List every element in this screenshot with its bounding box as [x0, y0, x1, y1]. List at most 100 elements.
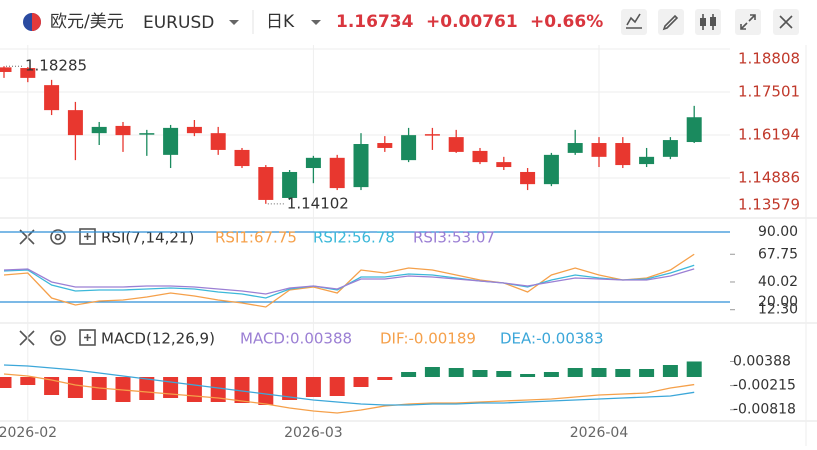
candle-body	[115, 125, 131, 136]
candle-body	[448, 137, 464, 152]
candle-body	[496, 162, 512, 168]
macd-bar	[662, 365, 678, 377]
add-indicator[interactable]	[79, 228, 96, 245]
change: +0.00761	[426, 12, 518, 32]
flag-icon-half	[32, 13, 41, 31]
pair-name[interactable]: 欧元/美元	[50, 12, 124, 32]
rsi-line	[3, 268, 695, 295]
fullscreen-button[interactable]	[735, 9, 761, 35]
macd-bar	[282, 377, 298, 400]
dropdown-arrow[interactable]	[229, 20, 239, 25]
candle-body	[353, 144, 369, 188]
indicator-title: MACD(12,26,9)	[101, 330, 215, 348]
axis-value-label: 12.30	[758, 302, 798, 318]
candle-body	[67, 110, 83, 136]
axis-value-label: 40.02	[758, 274, 798, 290]
draw-button[interactable]	[658, 9, 684, 35]
candle-body	[401, 135, 417, 161]
min-label: 1.14102	[287, 194, 349, 212]
candle-body	[543, 154, 559, 185]
add-indicator[interactable]	[79, 329, 96, 346]
indicator-title: RSI(7,14,21)	[101, 229, 194, 247]
settings-icon	[54, 233, 62, 241]
dropdown-arrow[interactable]	[311, 20, 321, 25]
settings-icon[interactable]	[50, 330, 66, 346]
macd-bar	[543, 372, 559, 377]
macd-bar	[686, 361, 702, 377]
symbol[interactable]: EURUSD	[143, 13, 214, 33]
toolbar	[621, 9, 799, 35]
candle-body	[139, 133, 155, 135]
draw-icon	[662, 14, 679, 31]
period[interactable]: 日K	[266, 12, 295, 32]
candle-body	[305, 157, 321, 169]
candle-body	[472, 150, 488, 163]
macd-bar	[67, 377, 83, 398]
macd-bar	[210, 377, 226, 402]
macd-line	[3, 373, 695, 414]
macd-bar	[258, 377, 274, 405]
legend-entry: RSI1:67.75	[215, 229, 297, 247]
y-tick-label: 20.00	[758, 294, 798, 310]
candle-body	[163, 127, 179, 155]
settings-icon	[54, 334, 62, 342]
macd-bar	[401, 372, 417, 377]
x-tick-label: 2026-02	[0, 425, 57, 441]
macd-bar	[567, 368, 583, 377]
candle-body	[258, 167, 274, 200]
candle-body	[210, 133, 226, 150]
y-tick-label: -0.00818	[733, 402, 796, 418]
change-pct: +0.66%	[530, 12, 603, 32]
x-tick-label: 2026-03	[284, 425, 343, 441]
candle-body	[662, 140, 678, 157]
macd-bar	[615, 369, 631, 377]
chart-type-icon	[710, 17, 716, 26]
candle-body	[615, 143, 631, 166]
macd-bar	[639, 369, 655, 377]
macd-bar	[186, 377, 202, 402]
candle-body	[591, 143, 607, 157]
chart-type-icon	[700, 18, 706, 26]
y-tick-label: 90.00	[758, 224, 798, 240]
macd-bar	[139, 377, 155, 400]
axis-value-label: 67.75	[758, 246, 798, 262]
chart-type-button[interactable]	[695, 9, 721, 35]
candle-body	[377, 143, 393, 148]
y-tick-label: 0.00388	[733, 353, 791, 369]
x-tick-label: 2026-04	[570, 425, 629, 441]
rsi-line	[3, 253, 695, 308]
legend-entry: RSI3:53.07	[413, 229, 495, 247]
y-tick-label: 1.18808	[738, 50, 800, 68]
macd-bar	[329, 377, 345, 396]
candle-body	[639, 156, 655, 165]
macd-bar	[305, 377, 321, 397]
legend-entry: MACD:0.00388	[240, 330, 352, 348]
indicator-icon	[626, 13, 642, 29]
macd-bar	[44, 377, 60, 395]
macd-bar	[424, 367, 440, 377]
macd-line	[3, 364, 695, 406]
macd-bar	[0, 377, 12, 388]
candle-body	[520, 171, 536, 185]
candle-body	[0, 67, 12, 72]
remove-indicator[interactable]	[19, 330, 35, 346]
fullscreen-icon	[740, 14, 756, 30]
add-indicator	[84, 334, 91, 341]
candle-body	[186, 126, 202, 134]
y-tick-label: 1.16194	[738, 126, 800, 144]
last-price: 1.16734	[336, 12, 414, 32]
candle-body	[424, 134, 440, 136]
legend-entry: DEA:-0.00383	[500, 330, 604, 348]
macd-bar	[496, 371, 512, 377]
macd-bar	[234, 377, 250, 403]
macd-bar	[377, 377, 393, 380]
candle-body	[44, 85, 60, 111]
settings-icon[interactable]	[50, 229, 66, 245]
macd-bar	[472, 370, 488, 377]
y-tick-label: 1.13579	[738, 196, 800, 214]
legend-entry: DIF:-0.00189	[380, 330, 476, 348]
y-tick-label: 1.14886	[738, 169, 800, 187]
candle-body	[20, 68, 36, 78]
candle-body	[686, 117, 702, 143]
